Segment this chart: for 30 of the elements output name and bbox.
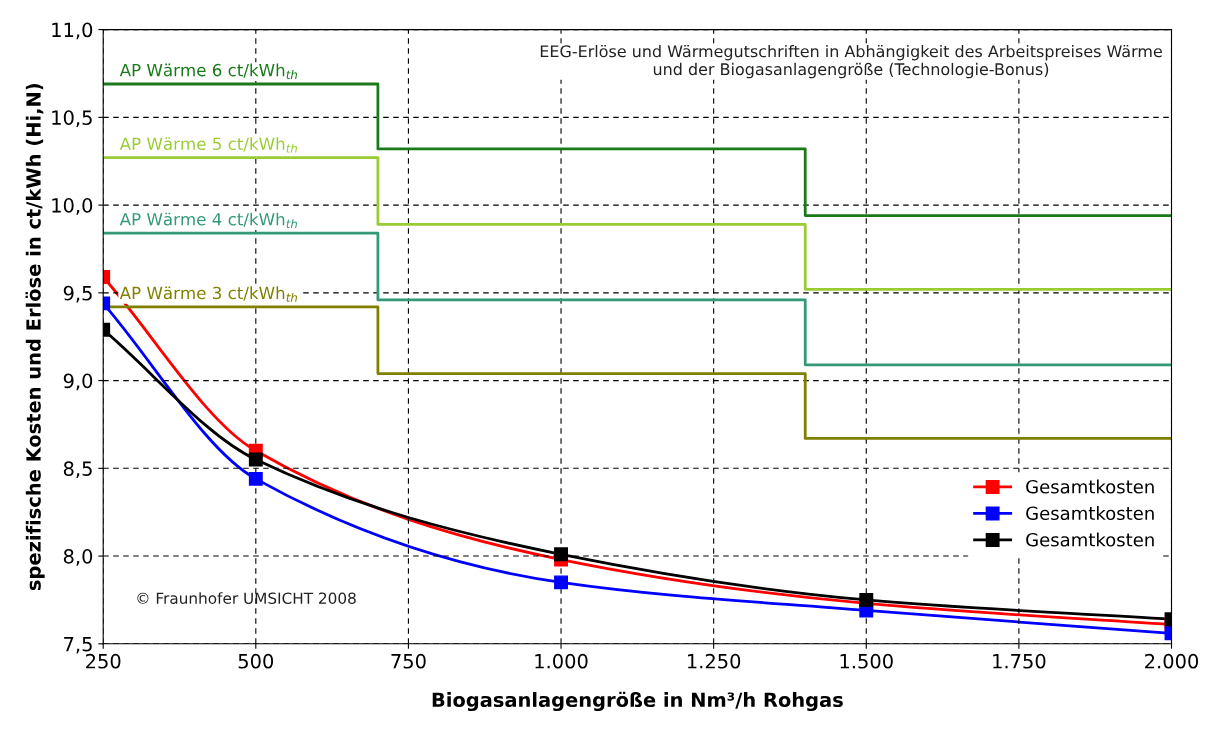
x-tick-label: 2.000 (1145, 653, 1199, 669)
x-tick-label: 750 (391, 653, 426, 669)
x-tick-label: 1.250 (687, 653, 741, 669)
series-label: AP Wärme 5 ct/kWh$_{th}$ (119, 137, 297, 153)
legend-label: Gesamtkosten (1026, 506, 1154, 521)
annotation: © Fraunhofer UMSICHT 2008 (137, 592, 356, 604)
y-tick-label: 11,0 (52, 22, 93, 40)
point (554, 547, 568, 562)
y-tick-label: 7,5 (64, 637, 92, 654)
x-tick-label: 250 (86, 653, 121, 669)
y-tick-label: 10,5 (52, 110, 92, 127)
series-label: AP Wärme 3 ct/kWh$_{th}$ (119, 286, 297, 302)
legend-label: Gesamtkosten (1026, 479, 1154, 494)
y-tick-label: 8,5 (63, 461, 92, 478)
y-tick-label: 9,5 (63, 285, 92, 303)
series-label: AP Wärme 4 ct/kWh$_{th}$ (119, 212, 297, 229)
x-tick-label: 500 (238, 653, 274, 669)
y-tick-label: 8,0 (63, 549, 93, 566)
x-tick-label: 1.750 (993, 653, 1046, 669)
y-axis-title: spezifische Kosten und Erlöse in ct/kWh (Hi,N) (25, 83, 45, 591)
point (859, 592, 874, 607)
legend-label: Gesamtkosten (1026, 532, 1154, 547)
x-tick-label: 1.000 (535, 653, 588, 669)
point (554, 575, 568, 590)
annotation: EEG-Erlöse und Wärmegutschriften in Abhängigkeit des Arbeitspreises Wärme und der Biogasanlagengröße (Technologie-Bonus) (540, 44, 1162, 79)
x-tick-label: 1.500 (840, 653, 893, 669)
y-tick-label: 9,0 (63, 373, 93, 391)
x-axis-title: Biogasanlagengröße in Nm³/h Rohgas (432, 691, 843, 712)
series-label: AP Wärme 6 ct/kWh$_{th}$ (119, 63, 297, 79)
y-tick-label: 10,0 (52, 198, 93, 215)
